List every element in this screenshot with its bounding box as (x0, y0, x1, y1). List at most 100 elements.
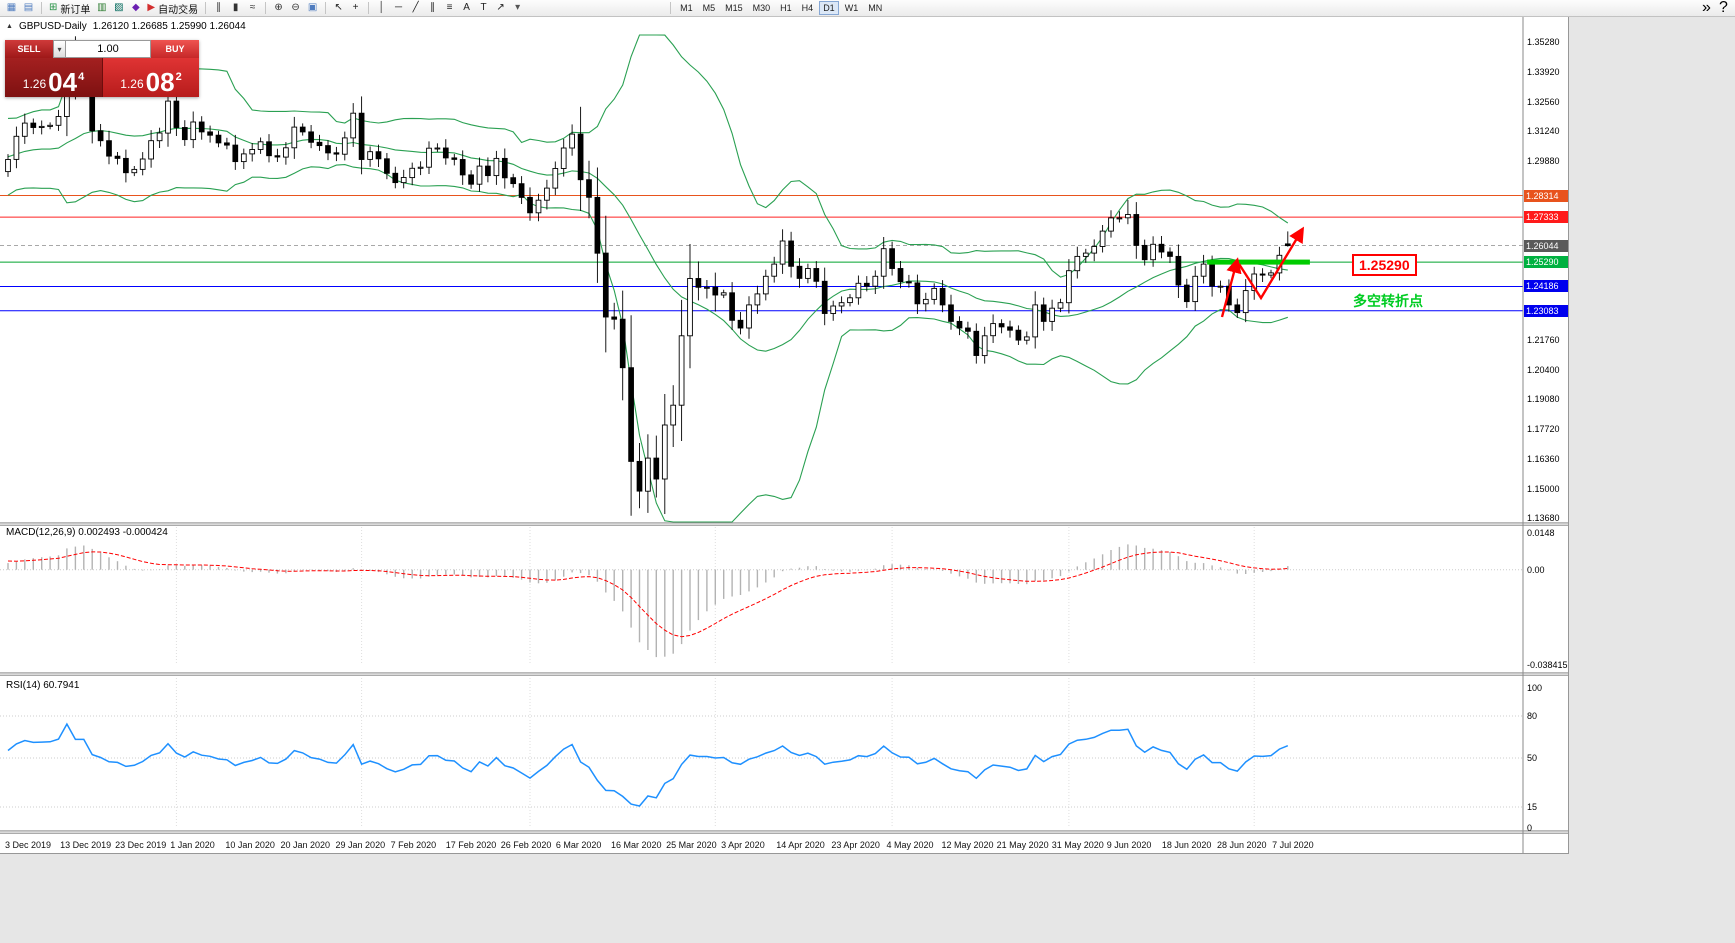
help-icon[interactable]: ? (1719, 0, 1728, 16)
buy-price[interactable]: 1.26 08 2 (102, 58, 199, 97)
sell-price[interactable]: 1.26 04 4 (5, 58, 102, 97)
price-tick: 1.21760 (1527, 334, 1560, 345)
new-order-button-label: 新订单 (60, 4, 91, 16)
trendline-icon[interactable]: ╱ (407, 1, 424, 16)
date-label: 29 Jan 2020 (335, 840, 386, 850)
vertical-line-icon[interactable]: │ (373, 1, 390, 16)
trend-arrow (1237, 226, 1305, 301)
price-tick: 1.20400 (1527, 364, 1560, 375)
arrows-dropdown-icon[interactable]: ▾ (509, 1, 526, 16)
timeframe-h1[interactable]: H1 (780, 3, 792, 13)
date-label: 25 Mar 2020 (666, 840, 717, 850)
navigator-icon: ◆ (132, 2, 140, 13)
time-axis[interactable]: 3 Dec 2019 13 Dec 2019 23 Dec 2019 1 Jan 20… (0, 836, 1523, 853)
date-label: 26 Feb 2020 (500, 840, 552, 850)
price-level-label: 1.28314 (1524, 189, 1568, 202)
date-label: 6 Mar 2020 (555, 840, 602, 850)
data-window-icon[interactable]: ▨ (110, 1, 127, 16)
date-label: 7 Jul 2020 (1272, 840, 1314, 850)
workspace-background-bottom (0, 855, 1570, 943)
timeframe-w1[interactable]: W1 (844, 3, 859, 13)
fibonacci-icon[interactable]: ≡ (441, 1, 458, 16)
timeframe-m5[interactable]: M5 (702, 3, 716, 13)
bar-chart-icon: ∥ (216, 2, 222, 13)
line-chart-icon[interactable]: ≈ (244, 1, 261, 16)
workspace-background (1570, 17, 1735, 943)
symbol-period-label: GBPUSD-Daily (18, 21, 87, 32)
price-tick: 1.15000 (1527, 483, 1560, 494)
candlestick-icon[interactable]: ▮ (227, 1, 244, 16)
zoom-in-icon[interactable]: ⊕ (270, 1, 287, 16)
macd-scale-label: -0.038415 (1527, 659, 1568, 670)
buy-button[interactable]: BUY (151, 40, 199, 58)
price-level-label: 1.26044 (1524, 239, 1568, 252)
text-icon[interactable]: A (458, 1, 475, 16)
pane-separators (0, 522, 1568, 834)
price-level-label: 1.27333 (1524, 211, 1568, 224)
date-label: 4 May 2020 (886, 840, 934, 850)
buy-price-sup: 2 (175, 71, 182, 83)
timeframe-m30[interactable]: M30 (752, 3, 771, 13)
macd-histogram (7, 544, 1289, 658)
toolbar-overflow-icon[interactable]: » (1702, 0, 1711, 16)
buy-price-pips: 08 (145, 66, 175, 97)
zoom-out-icon[interactable]: ⊖ (287, 1, 304, 16)
label-icon[interactable]: T (475, 1, 492, 16)
timeframe-h4[interactable]: H4 (801, 3, 814, 13)
auto-trading-button-label: 自动交易 (158, 4, 199, 16)
cursor-icon: ↖ (334, 2, 343, 13)
data-window-icon: ▨ (114, 2, 124, 13)
macd-scale-label: 0.00 (1527, 564, 1545, 575)
date-label: 3 Apr 2020 (721, 840, 765, 850)
arrows-tool-icon[interactable]: ↗ (492, 1, 509, 16)
tile-windows-icon[interactable]: ▣ (304, 1, 321, 16)
bar-chart-icon[interactable]: ∥ (210, 1, 227, 16)
price-tick: 1.32560 (1527, 96, 1560, 107)
auto-trading-button: ▶ (147, 2, 156, 13)
rsi-scale-label: 50 (1527, 753, 1538, 763)
profiles-icon: ▤ (23, 2, 34, 13)
new-order-button[interactable]: ⊞ 新订单 (46, 1, 93, 16)
auto-trading-button[interactable]: ▶ 自动交易 (144, 1, 201, 16)
rsi-line (7, 722, 1289, 807)
timeframe-m1[interactable]: M1 (680, 3, 693, 13)
market-watch-icon[interactable]: ▥ (93, 1, 110, 16)
new-order-button: ⊞ (49, 2, 58, 13)
chart-window: ▲ GBPUSD-Daily 1.26120 1.26685 1.25990 1… (0, 17, 1569, 854)
equidistant-channel-icon[interactable]: ∥ (424, 1, 441, 16)
turning-level-thick-line (1207, 259, 1310, 265)
price-level-label: 1.24186 (1524, 280, 1568, 293)
indicator-grid (0, 569, 1523, 808)
new-chart-icon[interactable]: ▦ (3, 1, 20, 16)
tile-windows-icon: ▣ (307, 2, 318, 13)
timeframe-mn[interactable]: MN (868, 3, 883, 13)
sell-button[interactable]: SELL (5, 40, 53, 58)
line-chart-icon: ≈ (249, 2, 256, 13)
macd-scale-label: 0.0148 (1527, 528, 1555, 538)
timeframe-d1[interactable]: D1 (819, 1, 839, 15)
chart-title: ▲ GBPUSD-Daily 1.26120 1.26685 1.25990 1… (6, 21, 246, 32)
horizontal-line-icon[interactable]: ─ (390, 1, 407, 16)
date-label: 1 Jan 2020 (170, 840, 215, 850)
main-toolbar: ▦ ▤ ⊞ 新订单 ▥ ▨ ◆ ▶ 自动交易 ∥ ▮ ≈ ⊕ ⊖ ▣ ↖ + │ ─ ╱ ∥ ≡ A T ↗ ▾ M1 M5 M15 M3… (0, 0, 1735, 17)
sell-price-pips: 04 (48, 66, 78, 97)
chart-canvas[interactable] (0, 17, 1568, 853)
date-label: 21 May 2020 (996, 840, 1049, 850)
date-label: 20 Jan 2020 (280, 840, 330, 850)
macd-signal-line (7, 551, 1288, 638)
vertical-line-icon: │ (378, 2, 385, 13)
zoom-in-icon: ⊕ (274, 2, 283, 13)
crosshair-icon[interactable]: + (347, 1, 364, 16)
timeframe-m15[interactable]: M15 (725, 3, 743, 13)
price-tick: 1.17720 (1527, 423, 1560, 434)
cursor-icon[interactable]: ↖ (330, 1, 347, 16)
volume-dropdown-button[interactable]: ▾ (53, 40, 66, 58)
navigator-icon[interactable]: ◆ (127, 1, 144, 16)
one-click-collapse-icon[interactable]: ▲ (6, 23, 13, 30)
fibonacci-icon: ≡ (446, 2, 453, 13)
date-label: 31 May 2020 (1051, 840, 1104, 850)
profiles-icon[interactable]: ▤ (20, 1, 37, 16)
date-label: 28 Jun 2020 (1216, 840, 1267, 850)
volume-input[interactable]: 1.00 (66, 40, 151, 58)
date-label: 12 May 2020 (941, 840, 994, 850)
